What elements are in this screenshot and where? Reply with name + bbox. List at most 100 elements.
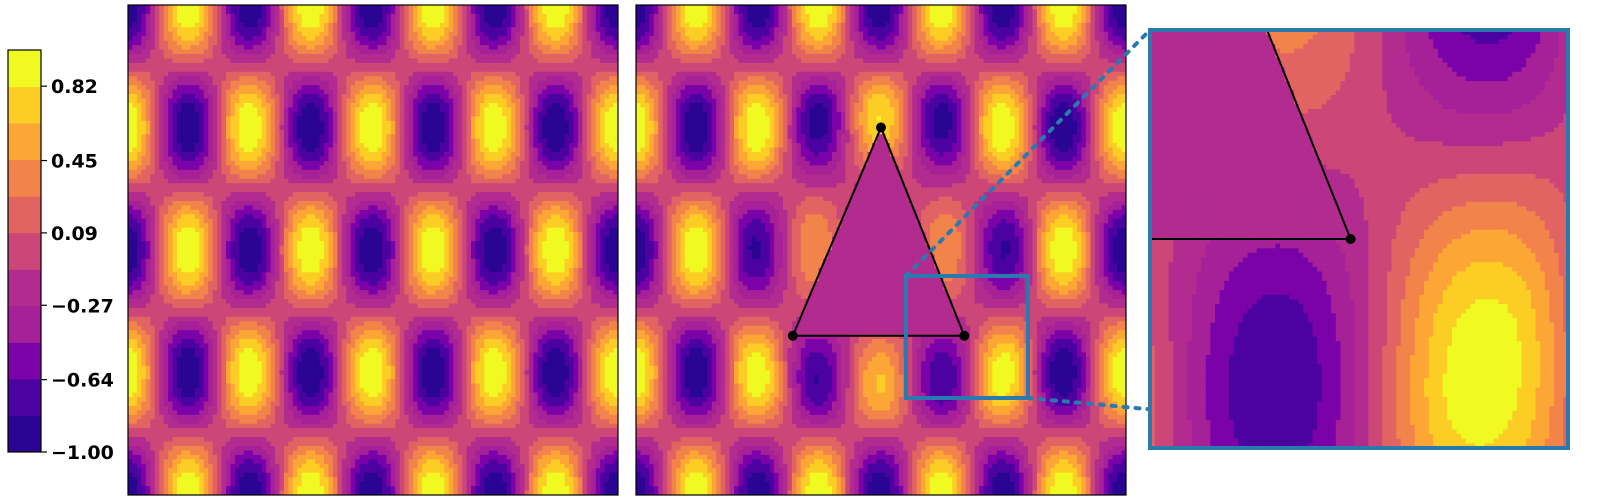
contour-cell [381, 54, 387, 60]
contour-cell [373, 67, 379, 73]
contour-cell [533, 67, 539, 73]
contour-cell [181, 169, 187, 175]
contour-cell [573, 62, 579, 68]
contour-cell [560, 80, 566, 86]
contour-cell [564, 156, 570, 162]
contour-cell [524, 134, 530, 140]
contour-cell [297, 36, 303, 42]
contour-cell [426, 160, 432, 166]
contour-cell [426, 85, 432, 91]
contour-cell [159, 67, 165, 73]
contour-cell [386, 174, 392, 180]
contour-cell [591, 71, 597, 77]
contour-cell [448, 129, 454, 135]
contour-cell [399, 62, 405, 68]
contour-cell [261, 54, 267, 60]
contour-cell [573, 143, 579, 149]
contour-cell [315, 152, 321, 158]
contour-cell [426, 89, 432, 95]
contour-cell [524, 129, 530, 135]
contour-cell [439, 22, 445, 28]
contour-cell [413, 147, 419, 153]
contour-cell [234, 120, 240, 126]
contour-cell [408, 174, 414, 180]
contour-cell [283, 103, 289, 109]
contour-cell [297, 183, 303, 189]
contour-cell [390, 165, 396, 171]
contour-cell [386, 125, 392, 131]
contour-cell [301, 71, 307, 77]
contour-cell [413, 22, 419, 28]
contour-cell [145, 183, 151, 189]
contour-cell [466, 129, 472, 135]
contour-cell [395, 129, 401, 135]
contour-cell [430, 169, 436, 175]
contour-cell [430, 156, 436, 162]
contour-cell [359, 147, 365, 153]
contour-cell [613, 49, 618, 55]
contour-cell [448, 138, 454, 144]
contour-cell [217, 143, 223, 149]
contour-cell [297, 5, 303, 11]
contour-cell [315, 22, 321, 28]
contour-cell [248, 9, 254, 15]
contour-cell [551, 58, 557, 64]
contour-cell [604, 156, 610, 162]
contour-cell [341, 129, 347, 135]
contour-cell [172, 54, 178, 60]
contour-cell [177, 201, 183, 207]
contour-cell [471, 45, 477, 51]
contour-cell [150, 85, 156, 91]
contour-cell [301, 165, 307, 171]
contour-cell [350, 143, 356, 149]
contour-cell [439, 174, 445, 180]
contour-cell [373, 85, 379, 91]
contour-cell [279, 40, 285, 46]
contour-cell [520, 107, 526, 113]
contour-cell [413, 31, 419, 37]
contour-cell [506, 49, 512, 55]
contour-cell [181, 13, 187, 19]
contour-cell [154, 54, 160, 60]
contour-cell [564, 85, 570, 91]
contour-cell [390, 174, 396, 180]
contour-cell [319, 147, 325, 153]
contour-cell [163, 5, 169, 11]
contour-cell [292, 45, 298, 51]
contour-cell [533, 13, 539, 19]
contour-cell [306, 85, 312, 91]
contour-cell [208, 138, 214, 144]
contour-cell [145, 165, 151, 171]
contour-cell [168, 27, 174, 33]
colorbar-band [8, 305, 41, 343]
contour-cell [609, 147, 615, 153]
contour-cell [203, 71, 209, 77]
contour-cell [484, 89, 490, 95]
contour-cell [417, 89, 423, 95]
contour-cell [194, 27, 200, 33]
contour-cell [453, 62, 459, 68]
contour-cell [591, 45, 597, 51]
contour-cell [506, 94, 512, 100]
contour-cell [520, 116, 526, 122]
contour-cell [546, 36, 552, 42]
contour-cell [471, 134, 477, 140]
contour-cell [181, 174, 187, 180]
contour-cell [172, 98, 178, 104]
contour-cell [234, 94, 240, 100]
contour-cell [279, 178, 285, 184]
contour-cell [511, 134, 517, 140]
contour-cell [310, 5, 316, 11]
contour-cell [569, 129, 575, 135]
contour-cell [310, 178, 316, 184]
contour-cell [230, 98, 236, 104]
contour-cell [190, 138, 196, 144]
contour-cell [586, 169, 592, 175]
contour-cell [217, 40, 223, 46]
contour-cell [471, 94, 477, 100]
contour-cell [546, 183, 552, 189]
contour-cell [288, 120, 294, 126]
contour-cell [493, 165, 499, 171]
contour-cell [399, 5, 405, 11]
contour-cell [453, 125, 459, 131]
